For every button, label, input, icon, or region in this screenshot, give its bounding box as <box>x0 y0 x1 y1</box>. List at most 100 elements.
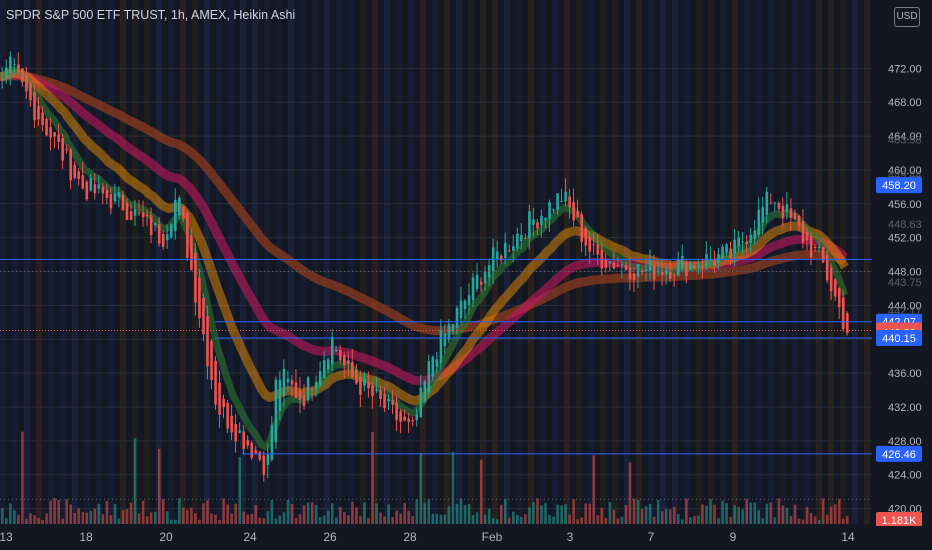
faint-price-label: 463.58 <box>888 135 922 147</box>
candle-body <box>65 149 68 151</box>
candle-body <box>174 199 177 231</box>
volume-bar <box>503 499 507 524</box>
volume-bar <box>109 515 113 524</box>
candle-body <box>656 271 660 273</box>
volume-bar <box>825 514 829 524</box>
volume-bar <box>777 498 781 524</box>
volume-bar <box>399 513 402 524</box>
volume-bar <box>564 504 567 524</box>
candle-body <box>190 235 193 271</box>
volume-bar <box>536 498 539 524</box>
candle-body <box>540 215 543 226</box>
volume-bar <box>524 514 527 524</box>
volume-bar <box>250 513 254 524</box>
volume-bar <box>499 504 503 524</box>
volume-bar <box>137 513 141 524</box>
volume-bar <box>737 507 740 524</box>
candle-body <box>347 360 350 364</box>
candle-body <box>813 246 817 249</box>
volume-bar <box>540 505 543 524</box>
candle-body <box>9 56 12 74</box>
candle-body <box>57 134 60 142</box>
volume-bar <box>793 504 797 524</box>
candle-body <box>463 300 467 310</box>
candle-body <box>165 234 169 241</box>
volume-bar <box>781 505 785 524</box>
session-stripe <box>108 0 114 524</box>
candle-body <box>608 260 612 264</box>
session-stripe <box>372 0 378 524</box>
faint-price-label: 443.75 <box>888 277 922 289</box>
candle-body <box>218 382 221 415</box>
price-tick-label: 464.00 <box>888 131 922 143</box>
volume-bar <box>431 513 435 524</box>
volume-bar <box>592 455 596 524</box>
candle-body <box>789 208 793 218</box>
candle-body <box>733 239 736 254</box>
volume-bar <box>475 512 479 524</box>
price-tick-label: 436.00 <box>888 368 922 380</box>
candle-body <box>455 308 459 328</box>
volume-bar <box>161 499 165 524</box>
volume-bar <box>495 519 499 524</box>
candle-body <box>314 382 318 390</box>
volume-bar <box>330 503 334 524</box>
candle-body <box>443 333 447 347</box>
volume-bar <box>278 515 282 524</box>
session-stripe <box>420 0 426 524</box>
candle-body <box>439 329 443 363</box>
candle-body <box>13 64 16 66</box>
volume-bar <box>447 506 451 524</box>
moving-average-band <box>0 66 849 451</box>
candle-body <box>556 193 559 211</box>
candle-body <box>817 247 821 249</box>
time-tick-label: 9 <box>730 530 737 544</box>
candle-body <box>660 271 664 276</box>
volume-bar <box>471 515 475 524</box>
volume-bar <box>648 503 652 524</box>
candle-body <box>379 390 382 399</box>
volume-bar <box>322 515 326 524</box>
volume-bar <box>717 518 720 524</box>
session-stripe <box>804 0 810 524</box>
candle-body <box>121 194 125 211</box>
volume-bar <box>13 510 16 524</box>
moving-average-band <box>0 71 847 336</box>
candle-body <box>793 212 797 219</box>
price-tick-label: 444.00 <box>888 300 922 312</box>
volume-bar <box>757 509 761 524</box>
volume-bar <box>596 515 600 524</box>
candle-body <box>310 388 314 390</box>
candle-body <box>781 205 785 219</box>
volume-bar <box>125 509 129 524</box>
session-stripe <box>156 0 162 524</box>
currency-button[interactable]: USD <box>894 7 920 27</box>
volume-bar <box>290 504 294 524</box>
candle-body <box>214 360 217 405</box>
volume-bar <box>809 512 813 524</box>
volume-bar <box>1 508 4 524</box>
volume-bar <box>77 508 81 524</box>
candle-body <box>681 255 684 268</box>
volume-bar <box>604 518 608 524</box>
volume-bar <box>467 504 471 524</box>
session-stripe <box>816 0 822 524</box>
volume-bar <box>242 511 246 524</box>
volume-bar <box>355 507 358 524</box>
session-stripe <box>552 0 558 524</box>
session-stripe <box>84 0 90 524</box>
candle-body <box>717 254 720 263</box>
volume-bar <box>383 516 386 524</box>
candle-body <box>161 233 165 247</box>
volume-bar <box>371 432 374 524</box>
candle-body <box>729 248 732 258</box>
time-tick-label: 14 <box>841 530 855 544</box>
volume-bar <box>391 517 394 524</box>
candle-body <box>503 242 507 258</box>
volume-bar <box>487 508 491 524</box>
session-stripe <box>564 0 570 524</box>
volume-bar <box>210 513 213 524</box>
volume-bar <box>141 500 145 524</box>
session-stripe <box>348 0 354 524</box>
